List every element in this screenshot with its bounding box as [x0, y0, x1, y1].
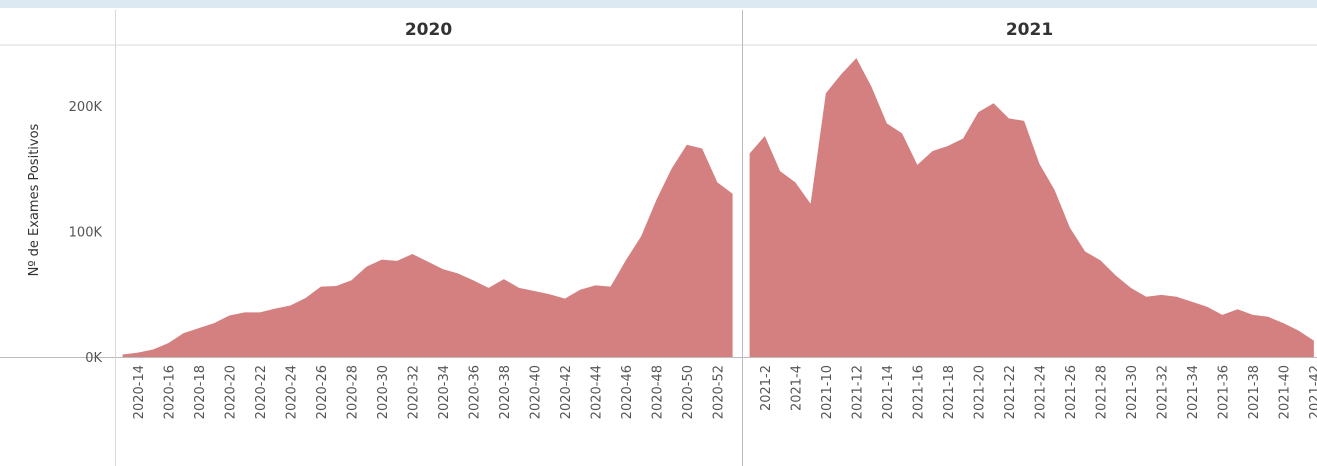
x-tick-label: 2021-16: [911, 365, 926, 419]
area: [122, 144, 733, 357]
x-tick-label: 2021-18: [942, 365, 957, 419]
x-tick-label: 2021-4: [789, 365, 804, 411]
x-tick-label: 2020-26: [315, 365, 330, 419]
x-tick-label: 2021-38: [1247, 365, 1262, 419]
x-tick-label: 2020-18: [193, 365, 208, 419]
x-tick-label: 2021-10: [820, 365, 835, 419]
y-tick-label: 200K: [69, 100, 103, 115]
y-tick-label: 100K: [69, 225, 103, 240]
y-axis-label: Nº de Exames Positivos: [27, 123, 42, 276]
x-tick-label: 2020-16: [162, 365, 177, 419]
x-tick-label: 2021-42: [1308, 365, 1317, 419]
x-tick-label: 2021-12: [850, 365, 865, 419]
x-tick-label: 2021-26: [1064, 365, 1079, 419]
x-tick-label: 2021-2: [759, 365, 774, 411]
x-tick-label: 2020-40: [528, 365, 543, 419]
x-tick-label: 2021-14: [881, 365, 896, 419]
panel-title: 2020: [405, 20, 452, 40]
x-tick-label: 2021-34: [1186, 365, 1201, 419]
area: [749, 58, 1314, 358]
x-tick-label: 2020-34: [437, 365, 452, 419]
x-tick-label: 2021-22: [1003, 365, 1018, 419]
x-tick-label: 2021-30: [1125, 365, 1140, 419]
x-tick-label: 2020-50: [681, 365, 696, 419]
x-tick-label: 2021-20: [972, 365, 987, 419]
panel-title: 2021: [1006, 20, 1053, 40]
x-tick-label: 2020-48: [650, 365, 665, 419]
x-tick-label: 2020-22: [254, 365, 269, 419]
x-tick-label: 2020-14: [132, 365, 147, 419]
x-tick-label: 2020-36: [467, 365, 482, 419]
x-tick-label: 2020-24: [284, 365, 299, 419]
x-tick-label: 2021-40: [1277, 365, 1292, 419]
x-tick-label: 2020-42: [559, 365, 574, 419]
x-tick-label: 2020-52: [711, 365, 726, 419]
x-tick-label: 2020-44: [589, 365, 604, 419]
x-tick-label: 2020-20: [223, 365, 238, 419]
top-strip: [0, 0, 1317, 8]
x-tick-label: 2020-46: [620, 365, 635, 419]
x-tick-label: 2021-24: [1033, 365, 1048, 419]
x-tick-label: 2020-32: [406, 365, 421, 419]
x-tick-label: 2020-38: [498, 365, 513, 419]
x-tick-label: 2020-28: [345, 365, 360, 419]
y-tick-label: 0K: [85, 351, 102, 366]
x-tick-label: 2020-30: [376, 365, 391, 419]
x-tick-label: 2021-32: [1155, 365, 1170, 419]
x-tick-label: 2021-36: [1216, 365, 1231, 419]
x-tick-label: 2021-28: [1094, 365, 1109, 419]
